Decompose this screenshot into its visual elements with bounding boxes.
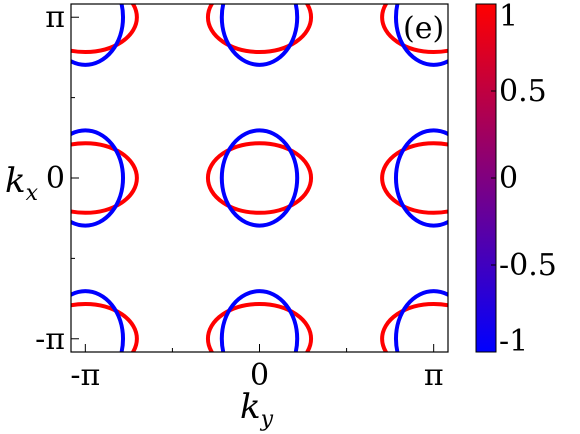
colorbar-tick-label-4: -1 xyxy=(499,324,528,359)
y-tick-label-0: -π xyxy=(35,322,65,357)
blue-contour-3-2 xyxy=(71,4,126,67)
blue-contour-3-7 xyxy=(393,4,448,67)
blue-contour-3-5 xyxy=(393,289,448,352)
plot-frame xyxy=(70,3,449,353)
colorbar-tick-label-2: 0 xyxy=(499,161,518,196)
red-contour-2-0 xyxy=(71,301,139,352)
colorbar-tick-label-1: 0.5 xyxy=(499,74,547,109)
red-contour-2-1 xyxy=(71,141,139,215)
y-tick-label-2: π xyxy=(45,0,65,35)
colorbar-tick-label-0: 1 xyxy=(499,0,518,34)
plot-area-curves xyxy=(71,4,448,352)
x-tick-label-0: -π xyxy=(70,358,100,393)
red-contour-2-6 xyxy=(380,141,448,215)
x-axis-label: ky xyxy=(240,387,274,432)
red-contour-2-2 xyxy=(71,4,139,55)
red-contour-2-5 xyxy=(380,301,448,352)
y-tick-label-1: 0 xyxy=(46,161,65,196)
blue-contour-1-0 xyxy=(219,128,300,228)
red-contour-0-0 xyxy=(205,141,314,215)
red-contour-2-4 xyxy=(205,4,314,55)
y-axis-ticks: -π 0 π xyxy=(35,0,79,357)
blue-contour-3-4 xyxy=(219,4,300,67)
colorbar-ticks: 1 0.5 0 -0.5 -1 xyxy=(491,0,557,359)
x-tick-label-2: π xyxy=(424,358,444,393)
x-tick-label-1: 0 xyxy=(250,358,269,393)
colorbar-tick-label-3: -0.5 xyxy=(499,248,557,283)
blue-contour-3-3 xyxy=(219,289,300,352)
red-contour-2-7 xyxy=(380,4,448,55)
red-contour-2-3 xyxy=(205,301,314,352)
blue-contour-3-1 xyxy=(71,128,126,228)
blue-contour-3-0 xyxy=(71,289,126,352)
blue-contour-3-6 xyxy=(393,128,448,228)
y-axis-label: kx xyxy=(5,161,39,206)
x-axis-ticks: -π 0 π xyxy=(70,344,444,393)
panel-label: (e) xyxy=(403,11,444,46)
